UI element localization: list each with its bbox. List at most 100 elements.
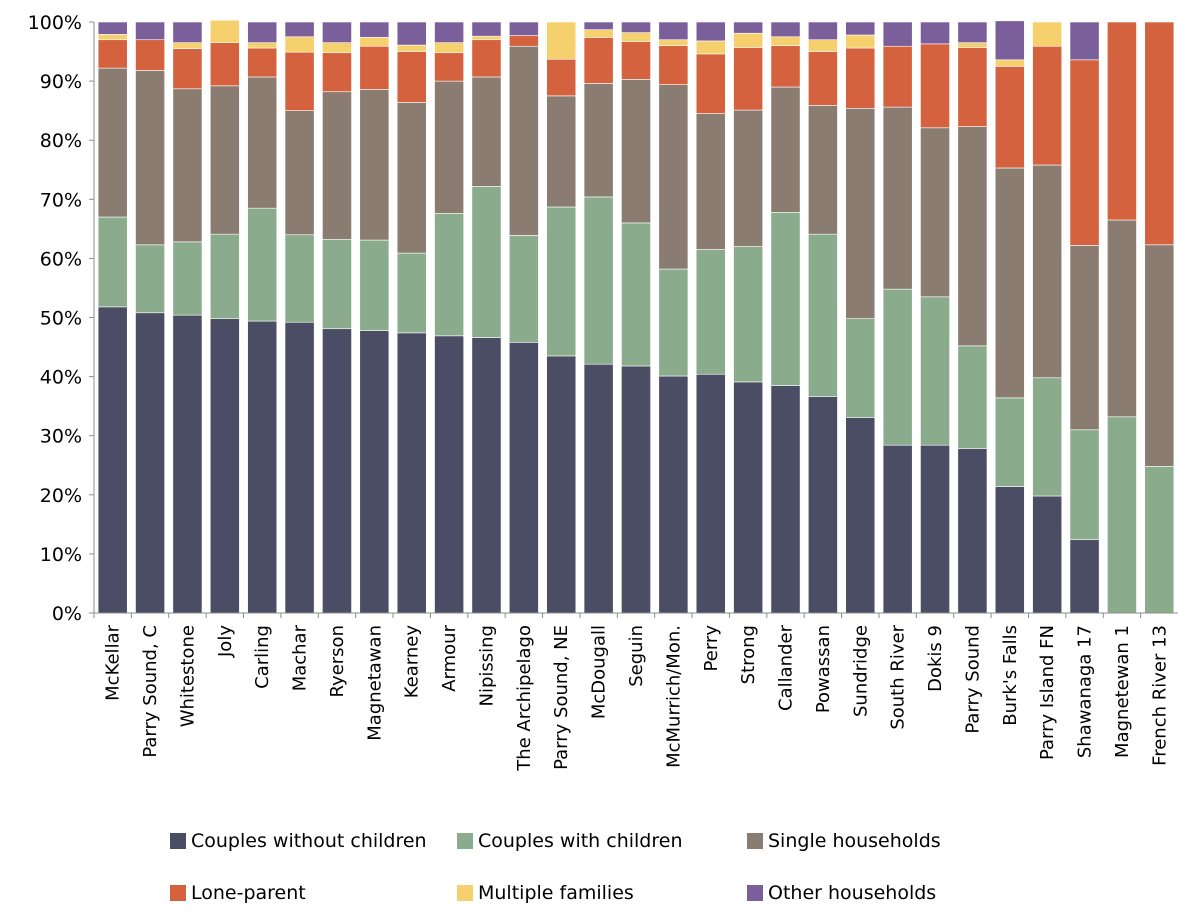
- bar-segment: [621, 41, 651, 80]
- bar-segment: [434, 80, 464, 214]
- bar-segment: [882, 21, 913, 47]
- bar-segment: [882, 45, 913, 108]
- x-tick-label: Parry Island FN: [1037, 625, 1058, 760]
- y-tick-label: 90%: [40, 71, 82, 93]
- bar-segment: [733, 21, 764, 34]
- bar-segment: [695, 53, 726, 114]
- bar-segment: [1107, 21, 1137, 221]
- bar-segment: [508, 342, 539, 614]
- bar-segment: [508, 235, 539, 343]
- bar-segment: [396, 21, 427, 46]
- x-tick-label: McKellar: [103, 624, 124, 700]
- bar-segment: [583, 363, 614, 614]
- bar-segment: [546, 355, 577, 614]
- bar-segment: [434, 52, 464, 82]
- x-tick-label: Armour: [439, 624, 460, 691]
- bar-segment: [396, 51, 427, 103]
- bar-segment: [920, 43, 950, 129]
- bar-segment: [396, 332, 427, 614]
- bar-segment: [1144, 466, 1175, 614]
- x-tick-label: Sundridge: [850, 625, 871, 717]
- bar-segment: [97, 67, 128, 218]
- x-tick-label: Magnetewan 1: [1112, 625, 1133, 758]
- y-tick-label: 50%: [40, 308, 82, 330]
- bar-segment: [284, 321, 315, 614]
- bar-segment: [135, 312, 165, 614]
- bar-segment: [920, 296, 950, 446]
- bar-segment: [135, 21, 165, 41]
- bar-segment: [658, 268, 689, 377]
- bar-segment: [508, 35, 539, 47]
- bar-segment: [994, 486, 1025, 614]
- bar-segment: [247, 21, 278, 43]
- bar-segment: [97, 39, 128, 69]
- bar-segment: [396, 44, 427, 52]
- bar-segment: [920, 21, 950, 45]
- bar-segment: [247, 47, 278, 78]
- bar-segment: [1069, 245, 1100, 431]
- bar-segment: [920, 444, 950, 614]
- bar-segment: [172, 241, 203, 316]
- x-tick-label: Whitestone: [177, 625, 198, 727]
- bar-segment: [1107, 219, 1137, 418]
- x-axis: McKellar Parry Sound, C Whitestone Joly Carl…: [93, 612, 1178, 772]
- bar-segment: [845, 47, 876, 109]
- bar-segment: [957, 21, 988, 43]
- bar-segment: [695, 249, 726, 375]
- bar-segment: [135, 39, 165, 71]
- bar-segment: [808, 51, 838, 106]
- bar-segment: [808, 396, 838, 614]
- bar-segment: [247, 76, 278, 209]
- bar-segment: [583, 37, 614, 84]
- y-tick-label: 60%: [40, 248, 82, 270]
- bar-segment: [172, 48, 203, 90]
- x-tick-label: Powassan: [813, 625, 834, 713]
- bar-segment: [770, 45, 801, 88]
- legend-swatch: [457, 833, 473, 849]
- bar-segment: [845, 34, 876, 49]
- bar-segment: [247, 42, 278, 49]
- bar-segment: [1032, 377, 1063, 497]
- bar-segment: [621, 365, 651, 614]
- legend-swatch: [457, 885, 473, 901]
- x-tick-label: Parry Sound: [962, 625, 983, 734]
- bar-segment: [695, 373, 726, 614]
- bar-segment: [845, 21, 876, 36]
- bar-segment: [434, 335, 464, 614]
- x-tick-label: Strong: [738, 625, 759, 684]
- x-tick-label: French River 13: [1149, 625, 1170, 766]
- bar-segment: [322, 91, 352, 240]
- bar-segment: [733, 32, 764, 48]
- x-tick-label: Burk's Falls: [1000, 625, 1021, 726]
- bar-segment: [808, 39, 838, 52]
- bar-segment: [658, 45, 689, 85]
- bar-segment: [808, 233, 838, 397]
- legend-item: Lone-parent: [170, 882, 306, 904]
- y-tick-label: 0%: [52, 603, 82, 625]
- x-tick-label: Kearney: [402, 625, 423, 699]
- bar-segment: [957, 126, 988, 347]
- bar-segment: [284, 21, 315, 38]
- bar-segment: [845, 107, 876, 319]
- bar-segment: [434, 42, 464, 54]
- bar-segment: [621, 21, 651, 33]
- bar-segment: [97, 21, 128, 35]
- x-tick-label: McDougall: [589, 625, 610, 719]
- legend-label: Lone-parent: [191, 882, 306, 904]
- y-tick-label: 10%: [40, 544, 82, 566]
- legend-swatch: [170, 885, 186, 901]
- y-tick-label: 40%: [40, 367, 82, 389]
- y-axis: 0% 10% 20% 30% 40% 50% 60% 70% 80% 90% 100%: [28, 12, 95, 625]
- y-tick-label: 100%: [28, 12, 82, 34]
- bar-segment: [695, 40, 726, 55]
- bar-segment: [733, 246, 764, 383]
- bar-segment: [1144, 244, 1175, 467]
- bar-segment: [695, 113, 726, 250]
- bar-segment: [209, 19, 240, 43]
- bar-segment: [695, 21, 726, 42]
- bar-segment: [546, 58, 577, 97]
- bar-segment: [882, 444, 913, 614]
- bar-segment: [1032, 45, 1063, 166]
- bar-segment: [172, 314, 203, 614]
- bar-segment: [434, 213, 464, 337]
